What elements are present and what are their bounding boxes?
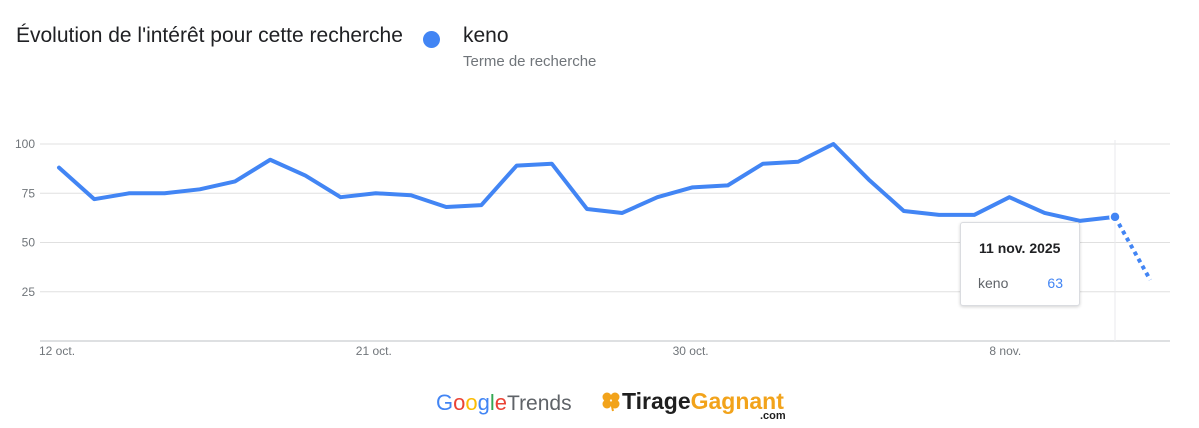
legend-marker (423, 31, 440, 48)
legend-subtitle: Terme de recherche (463, 53, 597, 70)
series-partial-line (1113, 215, 1152, 281)
site-suffix: Gagnant (690, 388, 784, 414)
trends-word: Trends (507, 392, 572, 415)
google-letter-3: o (465, 390, 478, 415)
google-letter-6: e (494, 390, 508, 415)
legend-term[interactable]: keno (463, 24, 509, 47)
x-tick-label-4: 8 nov. (989, 344, 1021, 358)
google-letter-4: g (477, 390, 490, 415)
y-tick-label-50: 50 (22, 236, 36, 250)
google-letter-5: l (489, 390, 495, 415)
tooltip-date: 11 nov. 2025 (979, 240, 1061, 256)
tiragegagnant-logo: TirageGagnant .com (600, 388, 790, 424)
y-tick-label-25: 25 (22, 285, 36, 299)
google-letter-2: o (453, 390, 466, 415)
site-name: TirageGagnant (622, 388, 784, 415)
chart-title: Évolution de l'intérêt pour cette recher… (16, 24, 403, 47)
site-prefix: Tirage (622, 388, 691, 414)
tooltip-value: 63 (1047, 275, 1063, 291)
tooltip-term: keno (978, 275, 1009, 291)
y-tick-label-75: 75 (22, 186, 36, 200)
clover-icon (602, 392, 620, 412)
x-tick-label-2: 21 oct. (356, 344, 392, 358)
series-line-keno (57, 142, 1117, 223)
google-trends-logo: GoogleTrends (436, 390, 572, 416)
highlight-point (1109, 211, 1121, 223)
x-tick-label-1: 12 oct. (39, 344, 75, 358)
x-tick-label-3: 30 oct. (673, 344, 709, 358)
line-chart[interactable]: 100 75 50 25 12 oct. 21 oct. 30 oct. 8 nov. (0, 0, 1199, 380)
google-letter-1: G (436, 390, 454, 415)
data-tooltip: 11 nov. 2025 keno 63 (960, 222, 1080, 306)
y-tick-label-100: 100 (15, 137, 35, 151)
site-tld: .com (760, 410, 786, 422)
